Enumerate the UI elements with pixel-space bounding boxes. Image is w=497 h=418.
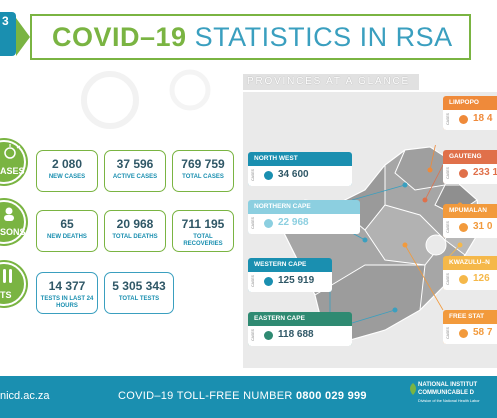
footer-bar: nicd.ac.za COVID–19 TOLL-FREE NUMBER 080… — [0, 376, 497, 418]
province-name: MPUMALAN — [449, 207, 487, 214]
province-cases: 126 — [473, 273, 490, 284]
cases-caption: CASES — [446, 113, 450, 125]
province-name: WESTERN CAPE — [254, 261, 307, 268]
stat-total-deaths: 20 968 TOTAL DEATHS — [104, 210, 166, 252]
section-label-tests: TS — [0, 290, 12, 300]
toll-free-line: COVID–19 TOLL-FREE NUMBER 0800 029 999 — [118, 390, 367, 402]
section-label-cases: ASES — [0, 166, 25, 176]
cases-caption: CASES — [446, 273, 450, 285]
new-deaths-label: NEW DEATHS — [47, 234, 87, 240]
cases-caption: CASES — [251, 169, 255, 181]
cases-caption: CASES — [251, 217, 255, 229]
page-title: COVID–19 STATISTICS IN RSA — [52, 22, 453, 53]
province-card-mpumalanga: MPUMALAN CASES 31 0 — [443, 204, 497, 238]
cases-caption: CASES — [446, 221, 450, 233]
province-card-eastern-cape: EASTERN CAPE CASES 118 688 — [248, 312, 352, 346]
new-deaths-value: 65 — [60, 217, 74, 231]
total-tests-value: 5 305 343 — [112, 279, 166, 293]
province-name: FREE STAT — [449, 313, 485, 320]
province-card-western-cape: WESTERN CAPE CASES 125 919 — [248, 258, 332, 292]
provinces-heading: PROVINCES AT A GLANCE — [243, 74, 419, 90]
virus-icon — [459, 169, 468, 178]
person-glyph-icon — [4, 207, 14, 221]
background-virus-icon — [81, 69, 211, 129]
virus-icon — [459, 329, 468, 338]
province-card-limpopo: LIMPOPO CASES 18 4 — [443, 96, 497, 130]
cases-caption: CASES — [446, 167, 450, 179]
stat-new-cases: 2 080 NEW CASES — [36, 150, 98, 192]
title-frame — [30, 14, 471, 60]
stat-active-cases: 37 596 ACTIVE CASES — [104, 150, 166, 192]
tubes-glyph-icon — [3, 269, 12, 283]
stat-total-cases: 769 759 TOTAL CASES — [172, 150, 234, 192]
institute-subtitle: Division of the National Health Labor — [418, 399, 480, 403]
active-cases-label: ACTIVE CASES — [112, 174, 158, 180]
date-badge: 3 — [0, 12, 16, 56]
stat-tests-24h: 14 377 TESTS IN LAST 24 HOURS — [36, 272, 98, 314]
province-name: NORTH WEST — [254, 155, 298, 162]
section-label-persons: SONS — [0, 227, 26, 237]
website-link[interactable]: nicd.ac.za — [0, 390, 50, 402]
province-cases: 58 7 — [473, 327, 493, 338]
province-cases: 233 1 — [473, 167, 497, 178]
tests-24h-label: TESTS IN LAST 24 HOURS — [40, 296, 94, 309]
province-card-kwazulu-natal: KWAZULU–N CASES 126 — [443, 256, 497, 290]
virus-icon — [264, 171, 273, 180]
province-cases: 18 4 — [473, 113, 493, 124]
province-cases: 34 600 — [278, 169, 309, 180]
tests-24h-value: 14 377 — [48, 279, 86, 293]
total-deaths-label: TOTAL DEATHS — [112, 234, 158, 240]
cases-caption: CASES — [251, 329, 255, 341]
virus-glyph-icon — [4, 144, 21, 159]
stat-total-recoveries: 711 195 TOTAL RECOVERIES — [172, 210, 234, 252]
new-cases-value: 2 080 — [51, 157, 83, 171]
stat-total-tests: 5 305 343 TOTAL TESTS — [104, 272, 174, 314]
institute-name: NATIONAL INSTITUT COMMUNICABLE D Divisio… — [418, 382, 480, 403]
title-arrow-icon — [16, 18, 30, 56]
province-name: KWAZULU–N — [449, 259, 490, 266]
virus-icon — [264, 219, 273, 228]
total-recoveries-label: TOTAL RECOVERIES — [183, 234, 223, 247]
date-digit: 3 — [2, 14, 9, 28]
total-cases-value: 769 759 — [181, 157, 225, 171]
total-cases-label: TOTAL CASES — [182, 174, 224, 180]
cases-caption: CASES — [446, 327, 450, 339]
total-deaths-value: 20 968 — [116, 217, 154, 231]
stat-new-deaths: 65 NEW DEATHS — [36, 210, 98, 252]
province-name: LIMPOPO — [449, 99, 479, 106]
cases-caption: CASES — [251, 275, 255, 287]
province-cases: 118 688 — [278, 329, 314, 340]
virus-icon — [264, 331, 273, 340]
province-name: EASTERN CAPE — [254, 315, 305, 322]
province-card-north-west: NORTH WEST CASES 34 600 — [248, 152, 352, 186]
province-card-gauteng: GAUTENG CASES 233 1 — [443, 150, 497, 184]
virus-icon — [264, 277, 273, 286]
province-cases: 31 0 — [473, 221, 493, 232]
new-cases-label: NEW CASES — [48, 174, 86, 180]
province-card-free-state: FREE STAT CASES 58 7 — [443, 310, 497, 344]
toll-free-number[interactable]: 0800 029 999 — [295, 390, 367, 402]
province-name: GAUTENG — [449, 153, 482, 160]
total-tests-label: TOTAL TESTS — [118, 296, 160, 302]
virus-icon — [459, 275, 468, 284]
virus-icon — [459, 223, 468, 232]
active-cases-value: 37 596 — [116, 157, 154, 171]
province-name: NORTHERN CAPE — [254, 203, 311, 210]
virus-icon — [459, 115, 468, 124]
title-light: STATISTICS IN RSA — [194, 22, 453, 52]
nicd-logo-icon — [410, 383, 416, 395]
toll-free-text: COVID–19 TOLL-FREE NUMBER — [118, 390, 293, 402]
province-cases: 22 968 — [278, 217, 309, 228]
province-card-northern-cape: NORTHERN CAPE CASES 22 968 — [248, 200, 360, 234]
title-bold: COVID–19 — [52, 22, 187, 52]
province-cases: 125 919 — [278, 275, 315, 286]
total-recoveries-value: 711 195 — [181, 217, 225, 231]
